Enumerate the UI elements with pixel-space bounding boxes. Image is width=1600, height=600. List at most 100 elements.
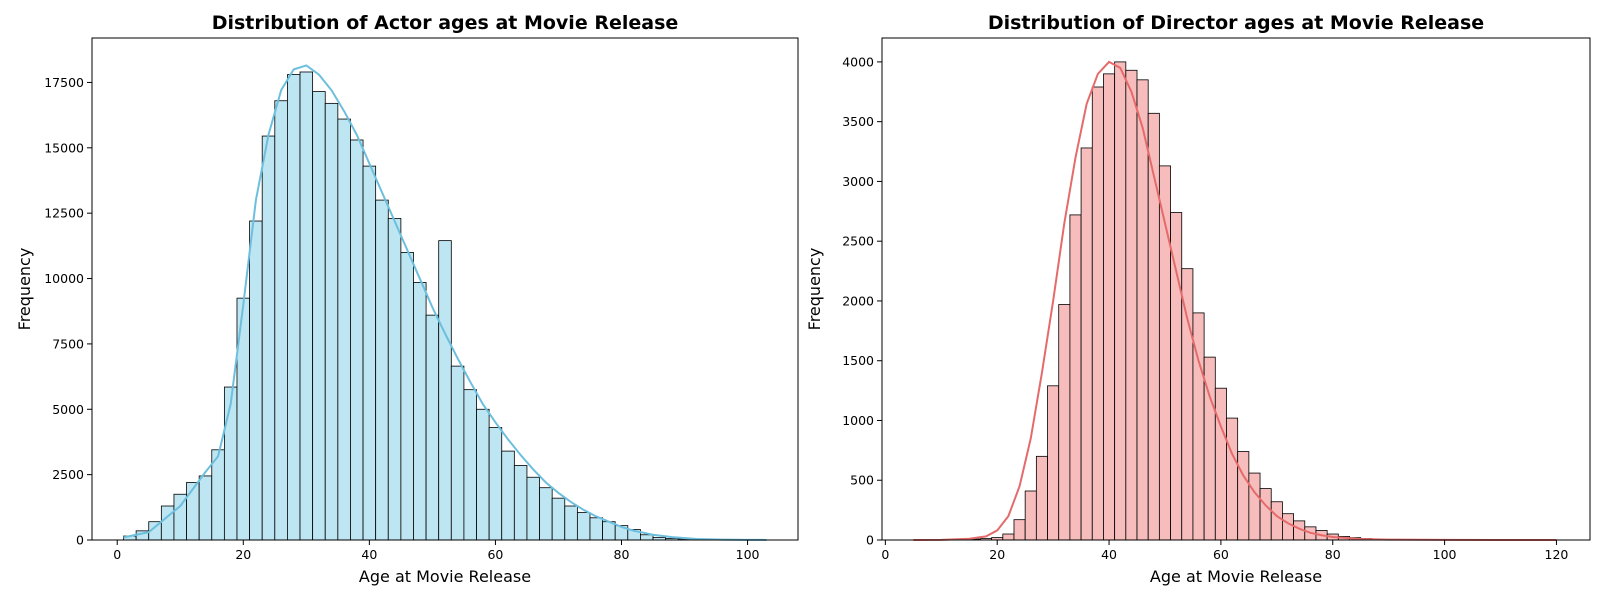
x-tick-label: 80 [1325, 547, 1341, 562]
x-tick-label: 80 [614, 547, 630, 562]
y-axis: 0 2500 5000 7500 10000 12500 15000 17500 [44, 75, 92, 548]
bar [476, 408, 490, 541]
kde-line [913, 60, 1557, 541]
y-axis-label: Frequency [805, 248, 824, 331]
chart-2: 0 20 40 60 80 100 120 0 500 1000 1500 2000 2500 3000 3… [805, 12, 1591, 586]
kde-line [123, 64, 767, 541]
bar [1091, 86, 1104, 541]
y-tick-label: 15000 [44, 140, 84, 155]
bar [1170, 212, 1183, 541]
bar [249, 220, 263, 541]
bar [576, 512, 591, 541]
bar [1103, 73, 1116, 541]
x-tick-label: 40 [1101, 547, 1117, 562]
plot-frame [91, 37, 799, 541]
y-tick-label: 500 [850, 473, 874, 488]
x-axis-label: Age at Movie Release [359, 567, 531, 586]
y-tick-label: 12500 [44, 206, 84, 221]
y-tick-label: 17500 [44, 75, 84, 90]
histogram-bars [924, 61, 1451, 541]
bar [160, 505, 175, 541]
x-axis: 0 20 40 60 80 100 [113, 540, 760, 562]
bar [1237, 451, 1250, 541]
bar [1035, 455, 1048, 541]
y-tick-label: 2000 [842, 293, 874, 308]
bar [1226, 417, 1239, 541]
bar [287, 74, 301, 541]
y-tick-label: 7500 [52, 336, 84, 351]
bar [337, 118, 351, 541]
bar [640, 534, 654, 541]
bar [186, 482, 200, 541]
bar [1136, 79, 1149, 541]
y-axis-label: Frequency [15, 248, 34, 331]
bar [223, 386, 238, 541]
bar [1080, 147, 1093, 541]
bar [488, 427, 503, 541]
y-tick-label: 10000 [44, 271, 84, 286]
bar [1270, 501, 1283, 541]
y-tick-label: 4000 [842, 54, 874, 69]
bar [362, 165, 377, 541]
bar [438, 240, 452, 541]
bar [1282, 513, 1295, 541]
x-tick-label: 0 [113, 547, 121, 562]
x-tick-label: 20 [989, 547, 1005, 562]
bar [387, 218, 402, 541]
bar [1214, 387, 1227, 541]
bar [1002, 533, 1015, 541]
bar [299, 71, 314, 541]
bar [1125, 69, 1138, 541]
bar [463, 389, 477, 541]
x-tick-label: 120 [1545, 547, 1569, 562]
histogram-bars [123, 71, 767, 541]
y-tick-label: 5000 [52, 402, 84, 417]
bar [513, 465, 528, 541]
bar [1047, 385, 1060, 541]
bar [413, 282, 427, 541]
bar [198, 475, 213, 541]
chart-1: 0 20 40 60 80 100 0 2500 5000 7500 10000 12500 15000… [15, 12, 799, 586]
plot-frame [881, 37, 1591, 541]
y-tick-label: 2500 [842, 234, 874, 249]
bar [1248, 472, 1261, 541]
x-tick-label: 100 [736, 547, 760, 562]
bar [1114, 61, 1127, 541]
y-tick-label: 1000 [842, 413, 874, 428]
bar [1024, 490, 1037, 541]
y-tick-label: 0 [866, 533, 874, 548]
bar [1013, 519, 1026, 541]
bar [274, 100, 288, 541]
bar [350, 139, 364, 541]
bar [324, 102, 339, 541]
x-tick-label: 100 [1433, 547, 1457, 562]
y-tick-label: 2500 [52, 467, 84, 482]
bar [551, 497, 566, 541]
bar [589, 517, 603, 541]
bar [450, 365, 465, 541]
y-tick-label: 0 [76, 533, 84, 548]
bar [1058, 304, 1071, 541]
bar [425, 314, 440, 541]
bar [564, 505, 578, 541]
y-tick-label: 1500 [842, 353, 874, 368]
bar [539, 487, 553, 541]
chart-title: Distribution of Director ages at Movie R… [988, 12, 1484, 34]
x-axis-label: Age at Movie Release [1150, 567, 1322, 586]
chart-title: Distribution of Actor ages at Movie Rele… [212, 12, 679, 34]
x-tick-label: 60 [487, 547, 503, 562]
x-tick-label: 20 [235, 547, 251, 562]
bar [400, 251, 414, 541]
x-tick-label: 0 [881, 547, 889, 562]
y-tick-label: 3000 [842, 174, 874, 189]
bar [375, 199, 389, 541]
bar [1069, 214, 1082, 541]
bar [261, 135, 276, 541]
y-axis: 0 500 1000 1500 2000 2500 3000 3500 4000 [842, 54, 882, 548]
x-axis: 0 20 40 60 80 100 120 [881, 540, 1568, 562]
y-tick-label: 3500 [842, 114, 874, 129]
x-tick-label: 40 [361, 547, 377, 562]
bar [1259, 488, 1272, 541]
bar [312, 91, 326, 541]
